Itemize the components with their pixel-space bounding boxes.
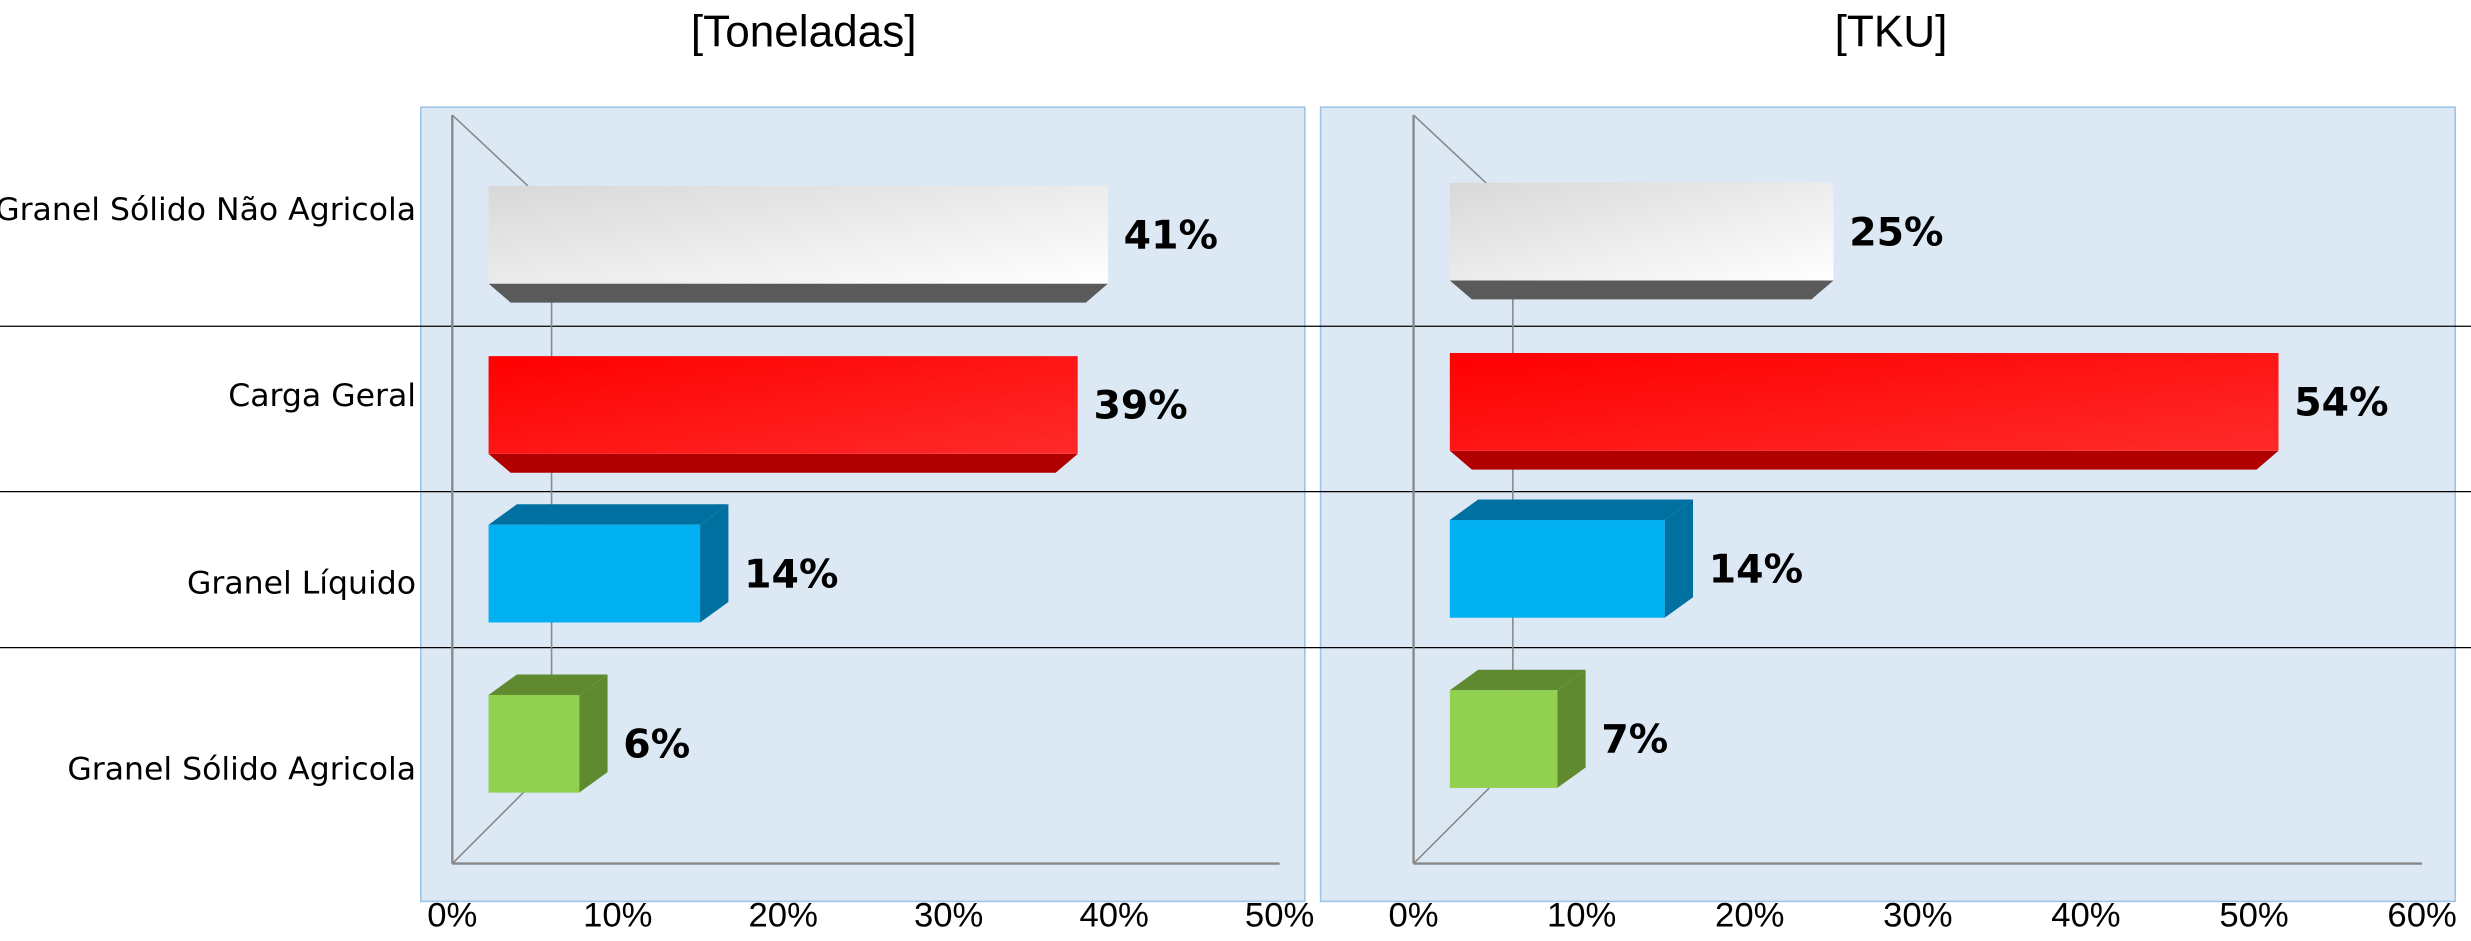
- x-tick-label: 40%: [2051, 896, 2120, 934]
- bar-top: [488, 674, 608, 695]
- bar-top: [1449, 499, 1694, 521]
- category-label: Granel Sólido Agricola: [67, 752, 416, 788]
- bar: [488, 524, 701, 623]
- bar-top: [1449, 669, 1586, 691]
- x-tick-label: 50%: [1245, 896, 1314, 934]
- category-label: Carga Geral: [228, 378, 416, 414]
- bar: [1449, 352, 2279, 451]
- chart-title: [Toneladas]: [691, 7, 917, 56]
- x-tick-label: 20%: [1715, 896, 1784, 934]
- axis-depth: [451, 787, 529, 865]
- bar-bottom: [1449, 450, 2279, 470]
- bar-side: [1664, 499, 1694, 618]
- value-label: 14%: [1709, 547, 1803, 593]
- bar: [1449, 182, 1834, 281]
- x-tick-label: 50%: [2219, 896, 2288, 934]
- value-label: 14%: [744, 551, 838, 597]
- x-tick-label: 0%: [1389, 896, 1439, 934]
- bar-side: [700, 504, 729, 623]
- bar-side: [1557, 669, 1586, 788]
- category-label: Granel Líquido: [187, 566, 416, 602]
- x-tick-label: 20%: [749, 896, 818, 934]
- x-tick-label: 40%: [1079, 896, 1148, 934]
- bar-bottom: [1449, 280, 1834, 300]
- x-tick-label: 60%: [2387, 896, 2456, 934]
- value-label: 7%: [1601, 717, 1668, 763]
- value-label: 39%: [1093, 383, 1187, 429]
- x-tick-label: 0%: [427, 896, 477, 934]
- bar-side: [579, 674, 608, 793]
- x-tick-label: 10%: [1547, 896, 1616, 934]
- value-label: 6%: [623, 721, 690, 767]
- x-tick-label: 10%: [583, 896, 652, 934]
- bar: [488, 694, 580, 793]
- bar: [488, 185, 1108, 284]
- bar-top: [488, 504, 729, 525]
- bar: [488, 356, 1078, 454]
- category-label: Granel Sólido Não Agricola: [0, 192, 416, 228]
- axis-depth: [451, 114, 529, 187]
- axis-depth: [1413, 787, 1490, 865]
- value-label: 41%: [1124, 212, 1218, 258]
- value-label: 25%: [1849, 209, 1943, 255]
- bar-bottom: [488, 283, 1108, 303]
- value-label: 54%: [2294, 379, 2388, 425]
- x-tick-label: 30%: [914, 896, 983, 934]
- bar: [1449, 690, 1558, 788]
- x-tick-label: 30%: [1883, 896, 1952, 934]
- bar-bottom: [488, 453, 1078, 473]
- chart-title: [TKU]: [1835, 7, 1948, 56]
- bar: [1449, 520, 1665, 618]
- axis-depth: [1413, 114, 1490, 187]
